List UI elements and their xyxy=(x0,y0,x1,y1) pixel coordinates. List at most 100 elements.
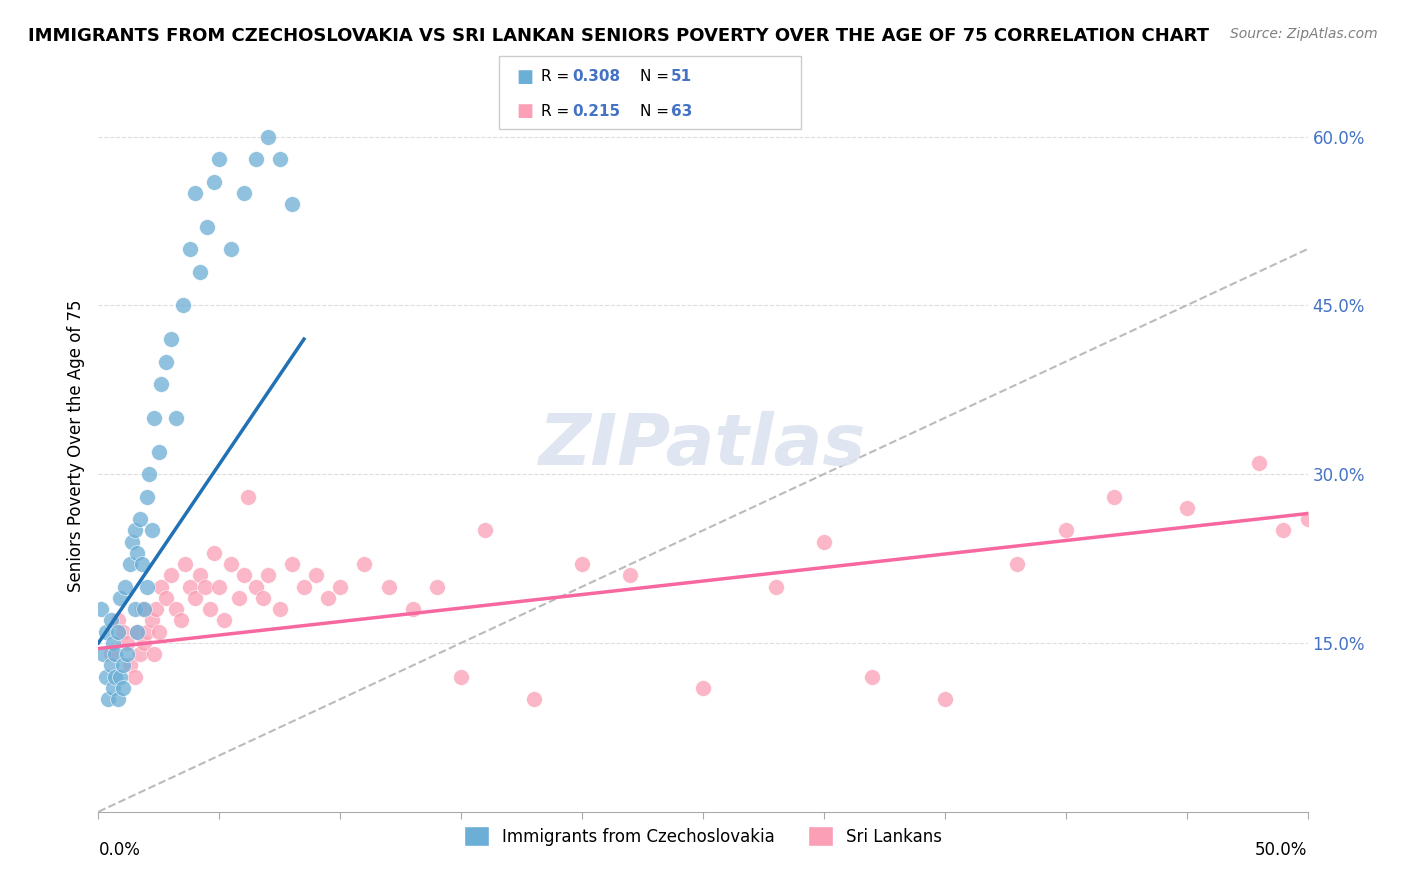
Point xyxy=(204,546,226,560)
Point xyxy=(188,264,211,278)
Point xyxy=(127,624,149,639)
Point xyxy=(1054,524,1077,538)
Point xyxy=(450,670,472,684)
Point xyxy=(198,602,221,616)
Point xyxy=(1296,512,1319,526)
Point xyxy=(128,512,150,526)
Point xyxy=(281,557,304,571)
Point xyxy=(150,377,173,392)
Point xyxy=(160,568,183,582)
Point xyxy=(111,681,134,695)
Point xyxy=(174,557,197,571)
Point xyxy=(204,175,226,189)
Point xyxy=(114,580,136,594)
Text: IMMIGRANTS FROM CZECHOSLOVAKIA VS SRI LANKAN SENIORS POVERTY OVER THE AGE OF 75 : IMMIGRANTS FROM CZECHOSLOVAKIA VS SRI LA… xyxy=(28,27,1209,45)
Point xyxy=(269,152,291,166)
Point xyxy=(1249,456,1271,470)
Point xyxy=(134,636,156,650)
Point xyxy=(523,692,546,706)
Point xyxy=(245,580,267,594)
Point xyxy=(101,681,124,695)
Point xyxy=(148,444,170,458)
Text: N =: N = xyxy=(640,70,673,84)
Point xyxy=(160,332,183,346)
Point xyxy=(100,614,122,628)
Point xyxy=(184,186,207,200)
Point xyxy=(208,152,231,166)
Point xyxy=(131,557,153,571)
Text: 0.215: 0.215 xyxy=(572,103,620,119)
Point xyxy=(108,591,131,605)
Point xyxy=(94,624,117,639)
Point xyxy=(134,602,156,616)
Point xyxy=(571,557,593,571)
Point xyxy=(256,129,278,144)
Text: 0.0%: 0.0% xyxy=(98,841,141,859)
Point xyxy=(232,568,254,582)
Point xyxy=(165,602,187,616)
Point xyxy=(104,670,127,684)
Text: ZIPatlas: ZIPatlas xyxy=(540,411,866,481)
Text: R =: R = xyxy=(541,103,575,119)
Point xyxy=(195,219,218,234)
Text: ■: ■ xyxy=(516,68,533,86)
Y-axis label: Seniors Poverty Over the Age of 75: Seniors Poverty Over the Age of 75 xyxy=(66,300,84,592)
Point xyxy=(188,568,211,582)
Point xyxy=(121,534,143,549)
Text: R =: R = xyxy=(541,70,575,84)
Text: 50.0%: 50.0% xyxy=(1256,841,1308,859)
Point xyxy=(107,624,129,639)
Point xyxy=(934,692,956,706)
Point xyxy=(143,410,166,425)
Point xyxy=(619,568,641,582)
Point xyxy=(305,568,328,582)
Point xyxy=(107,692,129,706)
Point xyxy=(238,490,260,504)
Point xyxy=(100,658,122,673)
Point xyxy=(474,524,496,538)
Point xyxy=(292,580,315,594)
Point xyxy=(1175,500,1198,515)
Point xyxy=(813,534,835,549)
Point xyxy=(221,242,243,256)
Point xyxy=(1007,557,1029,571)
Text: 0.308: 0.308 xyxy=(572,70,620,84)
Point xyxy=(108,670,131,684)
Point xyxy=(127,624,149,639)
Point xyxy=(150,580,173,594)
Point xyxy=(1272,524,1295,538)
Point xyxy=(135,624,157,639)
Point xyxy=(101,636,124,650)
Point xyxy=(860,670,883,684)
Point xyxy=(329,580,352,594)
Point xyxy=(143,647,166,661)
Point xyxy=(256,568,278,582)
Point xyxy=(111,658,134,673)
Point xyxy=(208,580,231,594)
Point xyxy=(212,614,235,628)
Point xyxy=(104,647,127,661)
Legend: Immigrants from Czechoslovakia, Sri Lankans: Immigrants from Czechoslovakia, Sri Lank… xyxy=(456,818,950,855)
Point xyxy=(692,681,714,695)
Point xyxy=(90,602,112,616)
Point xyxy=(141,614,163,628)
Point xyxy=(124,602,146,616)
Point xyxy=(269,602,291,616)
Point xyxy=(377,580,399,594)
Point xyxy=(135,580,157,594)
Text: N =: N = xyxy=(640,103,673,119)
Point xyxy=(141,524,163,538)
Point xyxy=(128,647,150,661)
Text: 51: 51 xyxy=(671,70,692,84)
Point xyxy=(221,557,243,571)
Point xyxy=(91,647,114,661)
Text: ■: ■ xyxy=(516,102,533,120)
Point xyxy=(100,647,122,661)
Point xyxy=(169,614,191,628)
Point xyxy=(124,524,146,538)
Point xyxy=(107,614,129,628)
Point xyxy=(194,580,217,594)
Point xyxy=(281,197,304,211)
Point xyxy=(179,580,201,594)
Point xyxy=(145,602,167,616)
